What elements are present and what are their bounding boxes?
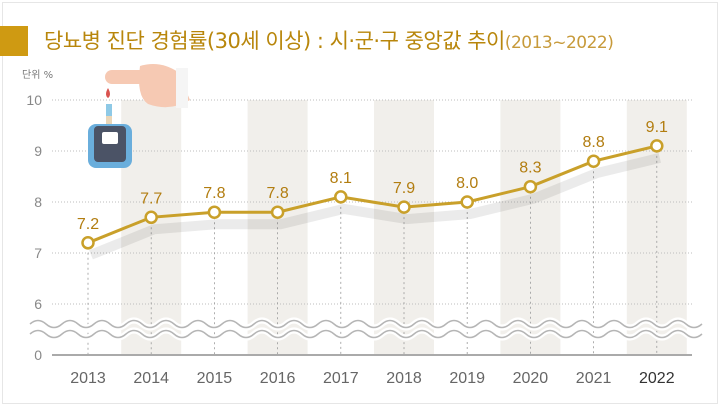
y-tick-label: 9 bbox=[34, 143, 42, 159]
chart-title: 당뇨병 진단 경험률(30세 이상) : 시·군·구 중앙값 추이(2013~2… bbox=[44, 25, 614, 55]
x-tick-label: 2015 bbox=[197, 370, 233, 387]
data-label: 7.2 bbox=[77, 216, 99, 233]
data-label: 8.8 bbox=[582, 134, 604, 151]
y-tick-label: 8 bbox=[34, 194, 42, 210]
data-label: 7.8 bbox=[266, 185, 288, 202]
x-tick-label: 2021 bbox=[576, 370, 612, 387]
data-point bbox=[334, 190, 348, 204]
data-label: 7.8 bbox=[203, 185, 225, 202]
x-tick-label: 2019 bbox=[449, 370, 485, 387]
data-label: 9.1 bbox=[646, 119, 668, 136]
line-shadow bbox=[89, 153, 661, 260]
data-point bbox=[650, 139, 664, 153]
y-tick-label: 6 bbox=[34, 296, 42, 312]
data-label: 7.9 bbox=[393, 180, 415, 197]
data-point bbox=[144, 210, 158, 225]
x-tick-label: 2014 bbox=[133, 370, 169, 387]
data-point bbox=[207, 205, 222, 219]
y-tick-label: 7 bbox=[34, 245, 42, 261]
data-label: 7.7 bbox=[140, 190, 162, 207]
axis-break-wave bbox=[29, 329, 703, 339]
unit-label: 단위 % bbox=[22, 68, 53, 81]
finger-glucose-meter-icon bbox=[88, 64, 190, 168]
data-point bbox=[397, 200, 411, 214]
axis-break-wave bbox=[29, 319, 703, 329]
data-label: 8.0 bbox=[456, 175, 478, 192]
data-label: 8.1 bbox=[330, 170, 352, 187]
data-point bbox=[586, 154, 601, 168]
title-subtitle: (2013~2022) bbox=[504, 33, 614, 53]
x-tick-label: 2022 bbox=[639, 370, 675, 387]
x-tick-label: 2020 bbox=[513, 370, 549, 387]
y-tick-label: 10 bbox=[26, 92, 42, 108]
y-tick-label: 0 bbox=[34, 347, 42, 363]
title-marker bbox=[0, 26, 28, 56]
data-label: 8.3 bbox=[519, 160, 541, 177]
x-tick-label: 2013 bbox=[70, 370, 106, 387]
data-point bbox=[523, 179, 538, 194]
data-point bbox=[81, 236, 95, 250]
x-tick-label: 2017 bbox=[323, 370, 359, 387]
x-tick-label: 2016 bbox=[260, 370, 296, 387]
title-text: 당뇨병 진단 경험률(30세 이상) : 시·군·구 중앙값 추이 bbox=[44, 29, 505, 53]
series-line bbox=[87, 144, 658, 245]
data-point bbox=[270, 205, 285, 219]
x-tick-label: 2018 bbox=[386, 370, 422, 387]
data-point bbox=[460, 195, 474, 209]
